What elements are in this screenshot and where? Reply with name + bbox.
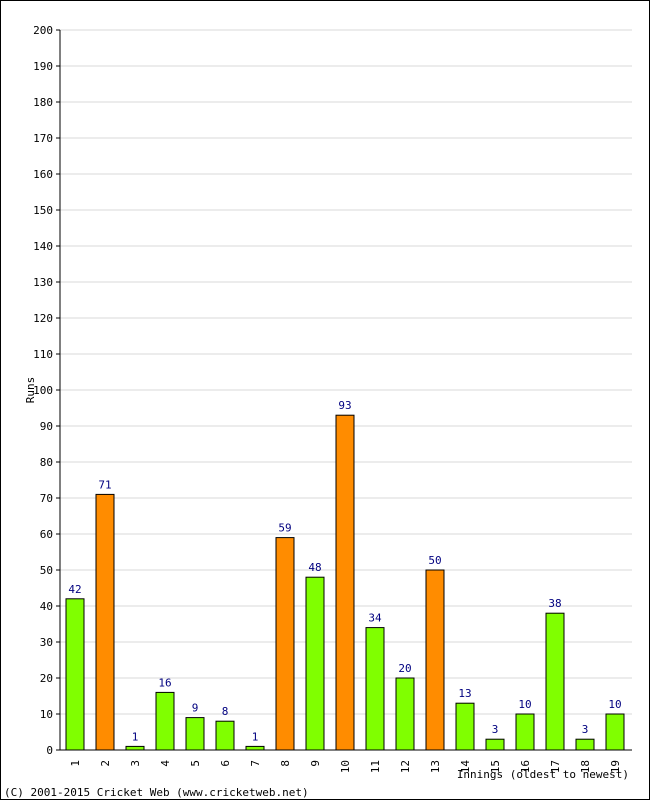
x-tick-label: 19: [609, 760, 622, 773]
y-tick-label: 80: [40, 456, 53, 469]
y-tick-label: 90: [40, 420, 53, 433]
value-label: 3: [582, 723, 589, 736]
value-label: 42: [68, 583, 81, 596]
y-tick-label: 170: [33, 132, 53, 145]
x-tick-label: 17: [549, 760, 562, 773]
x-axis-label: Innings (oldest to newest): [457, 768, 629, 781]
x-tick-label: 2: [99, 760, 112, 767]
y-tick-label: 200: [33, 24, 53, 37]
value-label: 50: [428, 554, 441, 567]
bar: [545, 612, 565, 751]
bar: [485, 738, 505, 751]
bar: [275, 537, 295, 751]
value-label: 59: [278, 522, 291, 535]
y-tick-label: 50: [40, 564, 53, 577]
bar: [395, 677, 415, 751]
y-tick-label: 100: [33, 384, 53, 397]
bar: [515, 713, 535, 751]
value-label: 16: [158, 676, 171, 689]
value-label: 10: [608, 698, 621, 711]
bar: [425, 569, 445, 751]
x-tick-label: 8: [279, 760, 292, 767]
y-tick-label: 0: [46, 744, 53, 757]
x-tick-labels: 1 2 3 4 5 6 7 8 9 10 11 12 13 14 15 16 17 18 19: [69, 760, 622, 774]
value-label: 93: [338, 399, 351, 412]
y-tick-label: 120: [33, 312, 53, 325]
bar: [155, 691, 175, 751]
gridlines: [60, 29, 632, 715]
x-tick-label: 16: [519, 760, 532, 773]
bar: [575, 738, 595, 751]
value-label: 10: [518, 698, 531, 711]
bar: [305, 576, 325, 751]
x-tick-label: 7: [249, 760, 262, 767]
y-tick-label: 70: [40, 492, 53, 505]
y-tick-label: 130: [33, 276, 53, 289]
value-label: 1: [252, 730, 259, 743]
x-tick-label: 4: [159, 760, 172, 767]
value-label: 8: [222, 705, 229, 718]
y-tick-label: 160: [33, 168, 53, 181]
x-tick-label: 14: [459, 760, 472, 774]
value-label: 1: [132, 730, 139, 743]
value-label: 38: [548, 597, 561, 610]
value-label: 9: [192, 702, 199, 715]
y-tick-labels: 0 10 20 30 40 50 60 70 80 90 100 110 120 130 140 150 160…: [33, 24, 60, 757]
y-tick-label: 180: [33, 96, 53, 109]
y-tick-label: 60: [40, 528, 53, 541]
bar: [65, 598, 85, 751]
x-tick-label: 3: [129, 760, 142, 767]
x-tick-label: 5: [189, 760, 202, 767]
bar: [365, 627, 385, 751]
bar: [95, 493, 115, 751]
value-labels: 42 71 1 16 9 8 1 59 48 93 34 20 50 13 3 10 38 3 10: [68, 399, 621, 743]
x-tick-label: 9: [309, 760, 322, 767]
value-label: 20: [398, 662, 411, 675]
y-tick-label: 10: [40, 708, 53, 721]
x-tick-label: 18: [579, 760, 592, 773]
x-tick-label: 6: [219, 760, 232, 767]
bars: [65, 414, 625, 751]
y-tick-label: 30: [40, 636, 53, 649]
value-label: 71: [98, 478, 111, 491]
y-tick-label: 150: [33, 204, 53, 217]
x-tick-label: 1: [69, 760, 82, 767]
y-axis-label: Runs: [24, 377, 37, 404]
value-label: 13: [458, 687, 471, 700]
value-label: 34: [368, 612, 382, 625]
bar: [125, 745, 145, 751]
value-label: 48: [308, 561, 321, 574]
y-tick-label: 140: [33, 240, 53, 253]
x-tick-label: 11: [369, 760, 382, 773]
x-tick-label: 13: [429, 760, 442, 773]
y-tick-label: 40: [40, 600, 53, 613]
y-tick-label: 190: [33, 60, 53, 73]
bar: [185, 717, 205, 751]
value-label: 3: [492, 723, 499, 736]
y-tick-label: 110: [33, 348, 53, 361]
x-tick-label: 12: [399, 760, 412, 773]
copyright-footer: (C) 2001-2015 Cricket Web (www.cricketwe…: [4, 786, 309, 799]
bar: [455, 702, 475, 751]
bar: [215, 720, 235, 751]
y-tick-label: 20: [40, 672, 53, 685]
bar: [605, 713, 625, 751]
x-tick-label: 15: [489, 760, 502, 773]
bar: [245, 745, 265, 751]
x-tick-label: 10: [339, 760, 352, 773]
bar: [335, 414, 355, 751]
